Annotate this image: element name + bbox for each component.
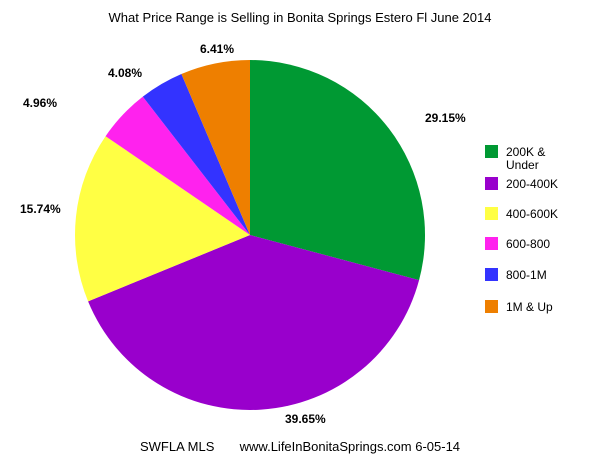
legend-swatch	[485, 145, 498, 158]
legend-label: Under	[506, 158, 539, 172]
data-label: 6.41%	[200, 42, 234, 56]
legend-label: 600-800	[506, 237, 550, 251]
legend-label: 1M & Up	[506, 300, 553, 314]
legend-swatch	[485, 237, 498, 250]
data-label: 29.15%	[425, 111, 466, 125]
legend-label: 200-400K	[506, 177, 558, 191]
pie-slice-4	[142, 74, 250, 236]
legend-item: 800-1M	[485, 268, 547, 282]
legend-item: 200K &Under	[485, 145, 545, 172]
footer-text: SWFLA MLS www.LifeInBonitaSprings.com 6-…	[140, 439, 460, 454]
legend-item: 200-400K	[485, 177, 558, 191]
legend-swatch	[485, 268, 498, 281]
legend-item: 1M & Up	[485, 300, 553, 314]
chart-title: What Price Range is Selling in Bonita Sp…	[109, 10, 492, 25]
legend-swatch	[485, 207, 498, 220]
pie-slice-5	[181, 60, 250, 235]
data-label: 15.74%	[20, 202, 61, 216]
legend-label: 200K &	[506, 145, 545, 159]
legend-label: 800-1M	[506, 268, 547, 282]
legend-label: 400-600K	[506, 207, 558, 221]
pie-slice-2	[75, 136, 250, 302]
legend-item: 400-600K	[485, 207, 558, 221]
data-label: 4.96%	[23, 96, 57, 110]
legend-swatch	[485, 300, 498, 313]
data-label: 4.08%	[108, 66, 142, 80]
pie-slice-0	[250, 60, 425, 281]
data-label: 39.65%	[285, 412, 326, 426]
legend-item: 600-800	[485, 237, 550, 251]
pie-slice-1	[88, 235, 420, 410]
legend-swatch	[485, 177, 498, 190]
pie-slice-3	[105, 96, 251, 236]
